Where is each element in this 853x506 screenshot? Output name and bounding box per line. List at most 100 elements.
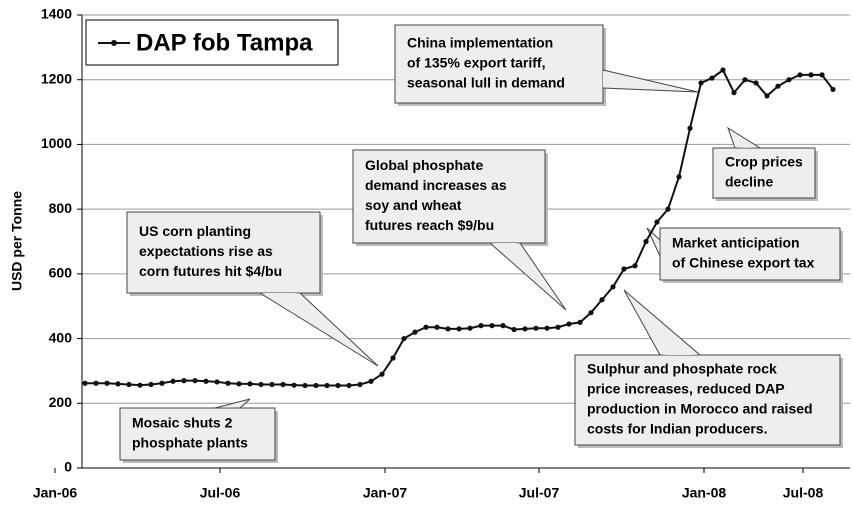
marker (753, 80, 759, 86)
marker (599, 297, 605, 303)
annotation-text: phosphate plants (132, 435, 248, 451)
marker (148, 381, 154, 388)
marker (676, 174, 682, 180)
annotation-text: of 135% export tariff, (407, 55, 545, 71)
x-tick-label: Jan-07 (363, 485, 408, 501)
annotation-pointer-cover (660, 353, 700, 355)
annotation-text: expectations rise as (139, 243, 273, 259)
marker (126, 381, 132, 388)
marker (731, 90, 737, 96)
marker (445, 326, 451, 332)
marker (236, 381, 242, 387)
marker (786, 77, 792, 83)
marker (819, 72, 825, 78)
y-tick-label: 800 (49, 200, 73, 216)
marker (775, 83, 781, 89)
marker (808, 72, 814, 78)
marker (390, 355, 396, 361)
marker (401, 335, 407, 342)
marker (104, 380, 110, 386)
annotation-text: China implementation (407, 35, 553, 51)
annotation-box (394, 24, 604, 104)
marker (456, 326, 462, 332)
marker (588, 310, 594, 316)
annotation-box (352, 149, 546, 244)
annotation-text: seasonal lull in demand (407, 75, 565, 91)
y-tick-label: 600 (49, 265, 73, 281)
legend-label: DAP fob Tampa (136, 29, 313, 56)
annotation-text: decline (725, 174, 773, 190)
annotation: Crop prices decline (712, 126, 818, 201)
marker (258, 381, 264, 388)
annotation-pointer (488, 242, 567, 311)
marker (368, 378, 374, 384)
annotation-pointer (646, 227, 661, 257)
marker (555, 324, 561, 330)
y-tick-label: 1400 (41, 6, 72, 22)
marker (544, 325, 550, 331)
marker (478, 323, 484, 329)
marker (379, 371, 385, 377)
annotation-pointer (727, 126, 762, 149)
annotation: China implementation of 135% export tarif… (394, 24, 699, 106)
annotation-pointer (602, 69, 699, 93)
marker (467, 325, 473, 331)
marker (423, 324, 429, 330)
annotation-text: of Chinese export tax (672, 255, 815, 271)
annotation-text: futures reach $9/bu (365, 217, 494, 233)
annotation-text: Mosaic shuts 2 (132, 415, 233, 431)
marker (203, 378, 209, 384)
annotation-text: Sulphur and phosphate rock (587, 361, 777, 377)
marker (335, 382, 341, 389)
marker (720, 67, 726, 73)
marker (313, 382, 319, 389)
marker (302, 382, 308, 389)
annotation-box (712, 147, 816, 199)
annotation: Market anticipation of Chinese export tax (646, 227, 843, 283)
marker (709, 75, 715, 81)
annotation-text: US corn planting (139, 223, 251, 239)
annotation-pointer-cover (260, 293, 300, 295)
x-tick-label: Jul-08 (783, 485, 824, 501)
marker (247, 381, 253, 387)
y-tick-label: 1000 (41, 135, 72, 151)
marker (269, 381, 275, 388)
annotation-pointer-cover (603, 70, 605, 88)
annotation-text: soy and wheat (365, 197, 462, 213)
y-tick-label: 200 (49, 394, 73, 410)
marker (830, 86, 836, 93)
x-tick-label: Jan-08 (682, 485, 727, 501)
marker (797, 72, 803, 78)
annotation-pointer (258, 292, 379, 367)
marker (522, 326, 528, 332)
marker (742, 77, 748, 83)
y-tick-label: 1200 (41, 70, 72, 86)
marker (115, 381, 121, 387)
annotation-text: Crop prices (725, 154, 803, 170)
marker (225, 380, 231, 386)
marker (357, 381, 363, 388)
marker (137, 382, 143, 388)
annotation-box (574, 354, 841, 446)
marker (643, 238, 649, 245)
marker (412, 329, 418, 335)
annotation: Sulphur and phosphate rock price increase… (574, 289, 843, 448)
marker (621, 266, 627, 272)
marker (566, 321, 572, 327)
annotation-box (119, 407, 276, 461)
marker (610, 284, 616, 290)
marker (500, 323, 506, 329)
marker (93, 380, 99, 386)
marker (170, 378, 176, 384)
annotation-box (659, 227, 841, 281)
marker (654, 219, 660, 225)
y-tick-label: 400 (49, 329, 73, 345)
marker (280, 381, 286, 388)
marker (291, 382, 297, 388)
marker (533, 325, 539, 331)
marker (632, 263, 638, 269)
marker (214, 379, 220, 385)
marker (511, 326, 517, 333)
